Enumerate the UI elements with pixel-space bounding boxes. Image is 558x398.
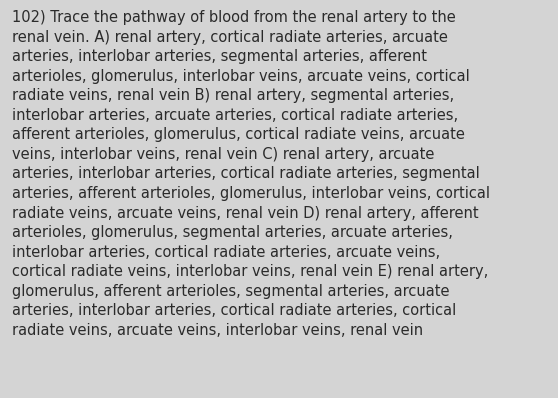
Text: 102) Trace the pathway of blood from the renal artery to the
renal vein. A) rena: 102) Trace the pathway of blood from the…: [12, 10, 490, 338]
